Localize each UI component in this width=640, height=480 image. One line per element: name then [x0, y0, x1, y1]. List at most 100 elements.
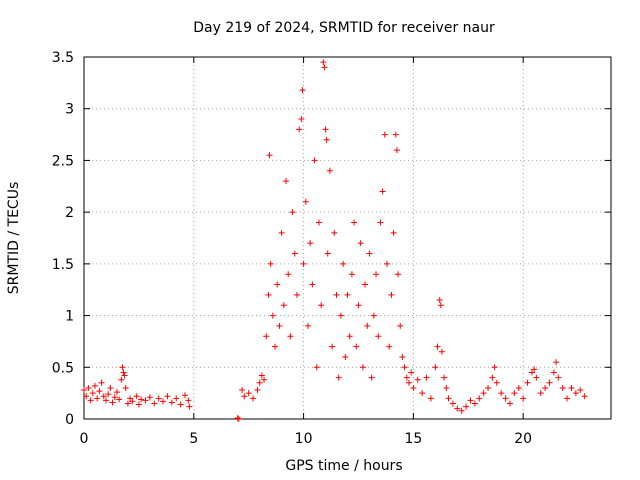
data-point	[357, 240, 364, 247]
data-point	[100, 393, 107, 400]
chart-title: Day 219 of 2024, SRMTID for receiver nau…	[193, 20, 495, 36]
data-point	[355, 302, 362, 309]
data-point	[427, 395, 434, 402]
data-point	[256, 379, 263, 386]
y-tick-label: 0	[65, 412, 74, 428]
data-point	[177, 401, 184, 408]
data-point	[432, 364, 439, 371]
data-point	[298, 116, 305, 123]
y-tick-label: 1.5	[52, 257, 74, 273]
data-point	[445, 395, 452, 402]
data-point	[441, 374, 448, 381]
x-tick-label: 0	[80, 431, 89, 447]
data-point	[493, 379, 500, 386]
data-point	[399, 353, 406, 360]
data-point	[373, 271, 380, 278]
data-point	[304, 322, 311, 329]
data-point	[408, 369, 415, 376]
data-point	[419, 390, 426, 397]
y-tick-label: 1	[65, 309, 74, 325]
data-point	[289, 209, 296, 216]
data-point	[353, 343, 360, 350]
data-point	[359, 364, 366, 371]
data-point	[362, 281, 369, 288]
data-point	[340, 260, 347, 267]
data-point	[307, 240, 314, 247]
data-point	[135, 401, 142, 408]
data-point	[291, 250, 298, 257]
data-point	[168, 399, 175, 406]
data-point	[274, 281, 281, 288]
data-point	[524, 379, 531, 386]
data-point	[81, 387, 87, 394]
data-point	[392, 131, 399, 138]
x-axis-label: GPS time / hours	[285, 458, 402, 474]
data-point	[506, 400, 513, 407]
data-point	[185, 397, 192, 404]
grid-layer	[84, 57, 611, 419]
data-point	[463, 403, 470, 410]
data-point	[410, 384, 417, 391]
data-point	[342, 353, 349, 360]
data-point	[120, 369, 127, 376]
data-point	[568, 384, 575, 391]
data-point	[480, 390, 487, 397]
data-point	[278, 229, 285, 236]
data-point	[186, 403, 193, 410]
data-point	[397, 322, 404, 329]
data-point	[164, 393, 171, 400]
data-point	[559, 384, 566, 391]
data-point	[386, 343, 393, 350]
data-point	[321, 64, 328, 71]
data-point	[235, 416, 242, 422]
data-point	[182, 392, 189, 399]
data-point	[423, 374, 430, 381]
data-point	[111, 394, 118, 401]
data-point	[146, 394, 153, 401]
tick-layer: 0 5 10 15 20 0 0.5 1 1.5 2 2.5 3 3.5	[52, 50, 611, 447]
data-point	[322, 126, 329, 133]
data-point	[261, 376, 268, 383]
data-point	[283, 178, 290, 185]
data-point	[377, 219, 384, 226]
data-point	[124, 400, 131, 407]
data-point	[449, 400, 456, 407]
data-point	[528, 369, 535, 376]
data-point	[395, 271, 402, 278]
data-point	[434, 343, 441, 350]
data-point	[331, 229, 338, 236]
data-point	[498, 390, 505, 397]
data-point	[364, 322, 371, 329]
data-point	[302, 198, 309, 205]
data-point	[142, 397, 149, 404]
data-point	[313, 364, 320, 371]
data-point	[311, 157, 318, 164]
data-point	[368, 374, 375, 381]
data-point	[577, 387, 584, 394]
data-point	[250, 395, 257, 402]
data-point	[403, 374, 410, 381]
data-point	[511, 390, 518, 397]
data-point	[515, 384, 522, 391]
data-point	[401, 364, 408, 371]
data-point	[555, 374, 562, 381]
data-point	[537, 390, 544, 397]
data-point	[173, 395, 180, 402]
data-point	[546, 379, 553, 386]
data-point	[309, 281, 316, 288]
data-point	[91, 382, 98, 389]
data-point	[384, 260, 391, 267]
x-tick-label: 5	[189, 431, 198, 447]
data-point	[405, 379, 412, 386]
data-point	[320, 59, 327, 66]
data-point	[272, 343, 279, 350]
data-point	[572, 390, 579, 397]
data-point	[414, 376, 421, 383]
data-point	[564, 395, 571, 402]
data-point	[346, 333, 353, 340]
data-point	[553, 359, 560, 366]
data-point	[138, 396, 145, 403]
data-point	[388, 291, 395, 298]
data-point	[318, 302, 325, 309]
